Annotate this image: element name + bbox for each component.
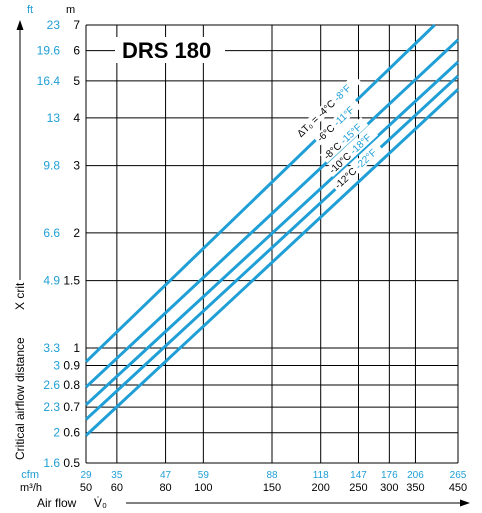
x-tick-label-cfm: 29 — [80, 470, 92, 481]
y-axis-label: Critical airflow distance — [13, 337, 27, 460]
y-tick-label-ft: 3 — [53, 358, 60, 372]
series-label-bg — [319, 116, 369, 164]
series-line — [84, 38, 460, 389]
x-unit-cfm: cfm — [21, 469, 39, 481]
x-tick-label-m3h: 200 — [312, 482, 330, 494]
x-tick-label-m3h: 350 — [406, 482, 424, 494]
y-tick-label-m: 7 — [73, 18, 80, 32]
y-tick-label-m: 6 — [73, 44, 80, 58]
series-label-bg — [330, 142, 384, 193]
y-tick-label-ft: 9.8 — [43, 159, 60, 173]
series-line — [84, 23, 436, 363]
y-tick-label-m: 5 — [73, 74, 80, 88]
x-tick-label-cfm: 47 — [160, 470, 172, 481]
y-tick-label-m: 0.9 — [63, 358, 80, 372]
x-tick-label-cfm: 206 — [407, 470, 424, 481]
x-tick-label-cfm: 118 — [313, 470, 329, 481]
chart-title: DRS 180 — [122, 38, 211, 63]
y-tick-label-m: 4 — [73, 111, 80, 125]
y-tick-label-ft: 4.9 — [43, 274, 60, 288]
series-label-bg — [313, 99, 362, 146]
x-tick-label-m3h: 250 — [349, 482, 367, 494]
y-unit-ft: ft — [27, 4, 33, 16]
x-tick-label-cfm: 147 — [350, 470, 367, 481]
series-line — [84, 88, 460, 437]
y-unit-m: m — [66, 4, 75, 16]
y-tick-label-m: 0.5 — [63, 456, 80, 470]
y-tick-label-m: 0.7 — [63, 400, 80, 414]
title-background — [115, 37, 225, 63]
x-tick-label-m3h: 100 — [194, 482, 212, 494]
x-tick-label-cfm: 88 — [266, 470, 278, 481]
y-axis-title: Critical airflow distance X crit — [13, 282, 27, 460]
x-tick-label-m3h: 50 — [80, 482, 92, 494]
x-tick-label-m3h: 300 — [380, 482, 398, 494]
series-line — [84, 60, 460, 406]
x-tick-label-cfm: 176 — [381, 470, 398, 481]
y-tick-label-m: 0.8 — [63, 378, 80, 392]
x-tick-label-m3h: 150 — [263, 482, 281, 494]
y-tick-label-ft: 13 — [47, 111, 61, 125]
y-tick-label-ft: 23 — [47, 18, 61, 32]
x-tick-label-m3h: 80 — [159, 482, 171, 494]
x-tick-label-m3h: 450 — [449, 482, 467, 494]
x-axis-label: Air flow — [37, 496, 77, 510]
x-unit-m3h: m³/h — [20, 482, 42, 494]
y-tick-label-m: 1.5 — [63, 274, 80, 288]
y-tick-label-m: 3 — [73, 159, 80, 173]
series-label-bg — [325, 127, 379, 177]
y-tick-label-ft: 3.3 — [43, 341, 60, 355]
x-tick-label-m3h: 60 — [111, 482, 123, 494]
y-axis-arrow-head — [16, 20, 24, 30]
title-box: DRS 180 — [115, 37, 225, 63]
y-tick-label-m: 0.6 — [63, 426, 80, 440]
y-tick-label-m: 2 — [73, 226, 80, 240]
x-axis-symbol: V̇₀ — [94, 496, 107, 510]
y-axis-ticks: 0.51.60.620.72.30.82.60.9313.31.54.926.6… — [37, 18, 81, 470]
x-tick-label-cfm: 265 — [450, 470, 467, 481]
x-tick-label-cfm: 35 — [111, 470, 123, 481]
y-tick-label-ft: 19.6 — [37, 44, 61, 58]
y-tick-label-ft: 6.6 — [43, 226, 60, 240]
series-label-bg — [293, 74, 362, 141]
y-tick-label-m: 1 — [73, 341, 80, 355]
y-tick-label-ft: 1.6 — [43, 456, 60, 470]
y-tick-label-ft: 16.4 — [37, 74, 61, 88]
y-tick-label-ft: 2.6 — [43, 378, 60, 392]
y-tick-label-ft: 2.3 — [43, 400, 60, 414]
x-axis-arrow-head — [460, 499, 470, 507]
y-tick-label-ft: 2 — [53, 426, 60, 440]
x-tick-label-cfm: 59 — [198, 470, 210, 481]
series-line — [84, 74, 460, 421]
y-axis-symbol: X crit — [13, 282, 27, 310]
